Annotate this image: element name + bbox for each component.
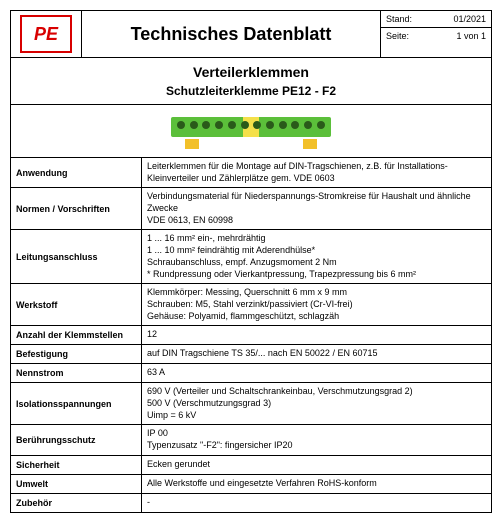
- product-image-row: [11, 105, 491, 158]
- meta-seite: Seite: 1 von 1: [381, 28, 491, 44]
- seite-value: 1 von 1: [456, 31, 486, 41]
- data-row: Anzahl der Klemmstellen12: [11, 326, 491, 345]
- row-value: IP 00 Typenzusatz "-F2": fingersicher IP…: [142, 425, 491, 454]
- header-row: PE Technisches Datenblatt Stand: 01/2021…: [11, 11, 491, 58]
- stand-value: 01/2021: [453, 14, 486, 24]
- row-value: 690 V (Verteiler und Schaltschrankeinbau…: [142, 383, 491, 424]
- row-label: Anzahl der Klemmstellen: [11, 326, 142, 344]
- data-row: AnwendungLeiterklemmen für die Montage a…: [11, 158, 491, 188]
- row-value: Alle Werkstoffe und eingesetzte Verfahre…: [142, 475, 491, 493]
- data-row: Befestigungauf DIN Tragschiene TS 35/...…: [11, 345, 491, 364]
- row-value: 63 A: [142, 364, 491, 382]
- meta-cell: Stand: 01/2021 Seite: 1 von 1: [380, 11, 491, 57]
- data-row: Leitungsanschluss1 ... 16 mm² ein-, mehr…: [11, 230, 491, 284]
- data-row: Normen / VorschriftenVerbindungsmaterial…: [11, 188, 491, 230]
- row-value: Klemmkörper: Messing, Querschnitt 6 mm x…: [142, 284, 491, 325]
- row-label: Normen / Vorschriften: [11, 188, 142, 229]
- row-value: Ecken gerundet: [142, 456, 491, 474]
- meta-stand: Stand: 01/2021: [381, 11, 491, 28]
- data-row: SicherheitEcken gerundet: [11, 456, 491, 475]
- row-label: Leitungsanschluss: [11, 230, 142, 283]
- row-label: Berührungsschutz: [11, 425, 142, 454]
- page-title: Technisches Datenblatt: [82, 11, 380, 57]
- row-value: Leiterklemmen für die Montage auf DIN-Tr…: [142, 158, 491, 187]
- row-label: Nennstrom: [11, 364, 142, 382]
- data-row: BerührungsschutzIP 00 Typenzusatz "-F2":…: [11, 425, 491, 455]
- row-value: 1 ... 16 mm² ein-, mehrdrähtig 1 ... 10 …: [142, 230, 491, 283]
- row-label: Befestigung: [11, 345, 142, 363]
- data-row: UmweltAlle Werkstoffe und eingesetzte Ve…: [11, 475, 491, 494]
- product-name: Schutzleiterklemme PE12 - F2: [15, 84, 487, 98]
- terminal-block-icon: [171, 113, 331, 149]
- stand-label: Stand:: [386, 14, 412, 24]
- row-label: Isolationsspannungen: [11, 383, 142, 424]
- row-value: 12: [142, 326, 491, 344]
- row-label: Umwelt: [11, 475, 142, 493]
- row-label: Sicherheit: [11, 456, 142, 474]
- data-row: WerkstoffKlemmkörper: Messing, Querschni…: [11, 284, 491, 326]
- row-value: Verbindungsmaterial für Niederspannungs-…: [142, 188, 491, 229]
- product-category: Verteilerklemmen: [15, 64, 487, 80]
- data-row: Zubehör-: [11, 494, 491, 512]
- subheader: Verteilerklemmen Schutzleiterklemme PE12…: [11, 58, 491, 105]
- row-label: Werkstoff: [11, 284, 142, 325]
- data-row: Isolationsspannungen690 V (Verteiler und…: [11, 383, 491, 425]
- logo-cell: PE: [11, 11, 82, 57]
- row-value: auf DIN Tragschiene TS 35/... nach EN 50…: [142, 345, 491, 363]
- row-label: Zubehör: [11, 494, 142, 512]
- seite-label: Seite:: [386, 31, 409, 41]
- data-row: Nennstrom63 A: [11, 364, 491, 383]
- logo: PE: [20, 15, 72, 53]
- datasheet: PE Technisches Datenblatt Stand: 01/2021…: [10, 10, 492, 513]
- row-label: Anwendung: [11, 158, 142, 187]
- row-value: -: [142, 494, 491, 512]
